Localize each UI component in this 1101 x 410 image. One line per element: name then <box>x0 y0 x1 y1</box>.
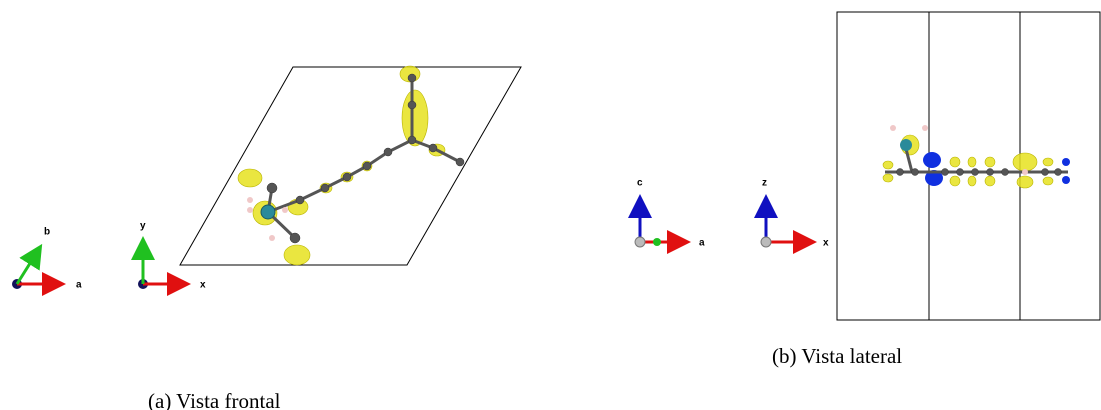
caption: (b) Vista lateral <box>772 344 902 368</box>
unit-cell <box>180 67 521 265</box>
axis-label: x <box>200 280 206 291</box>
axis-triad: c a <box>635 178 705 249</box>
axis-label: a <box>76 280 82 291</box>
figure: b a y x (a) Vista frontal <box>0 0 1101 410</box>
axis-triad: z x <box>761 178 829 249</box>
molecule-side <box>883 125 1070 188</box>
axis-label: x <box>823 238 829 249</box>
axis-label: y <box>140 221 146 232</box>
panel-b: c a z x (b) Vista lateral <box>635 12 1100 368</box>
axis-label: c <box>637 178 643 189</box>
caption: (a) Vista frontal <box>148 389 281 410</box>
axis-triad: y x <box>138 221 206 291</box>
page: b a y x (a) Vista frontal <box>0 0 1101 410</box>
axis-label: z <box>762 178 767 189</box>
molecule-front <box>238 66 464 265</box>
axis-label: b <box>44 227 50 238</box>
axis-label: a <box>699 238 705 249</box>
panel-a: b a y x (a) Vista frontal <box>12 66 521 410</box>
axis-triad: b a <box>12 227 82 291</box>
unit-cell <box>837 12 1100 320</box>
